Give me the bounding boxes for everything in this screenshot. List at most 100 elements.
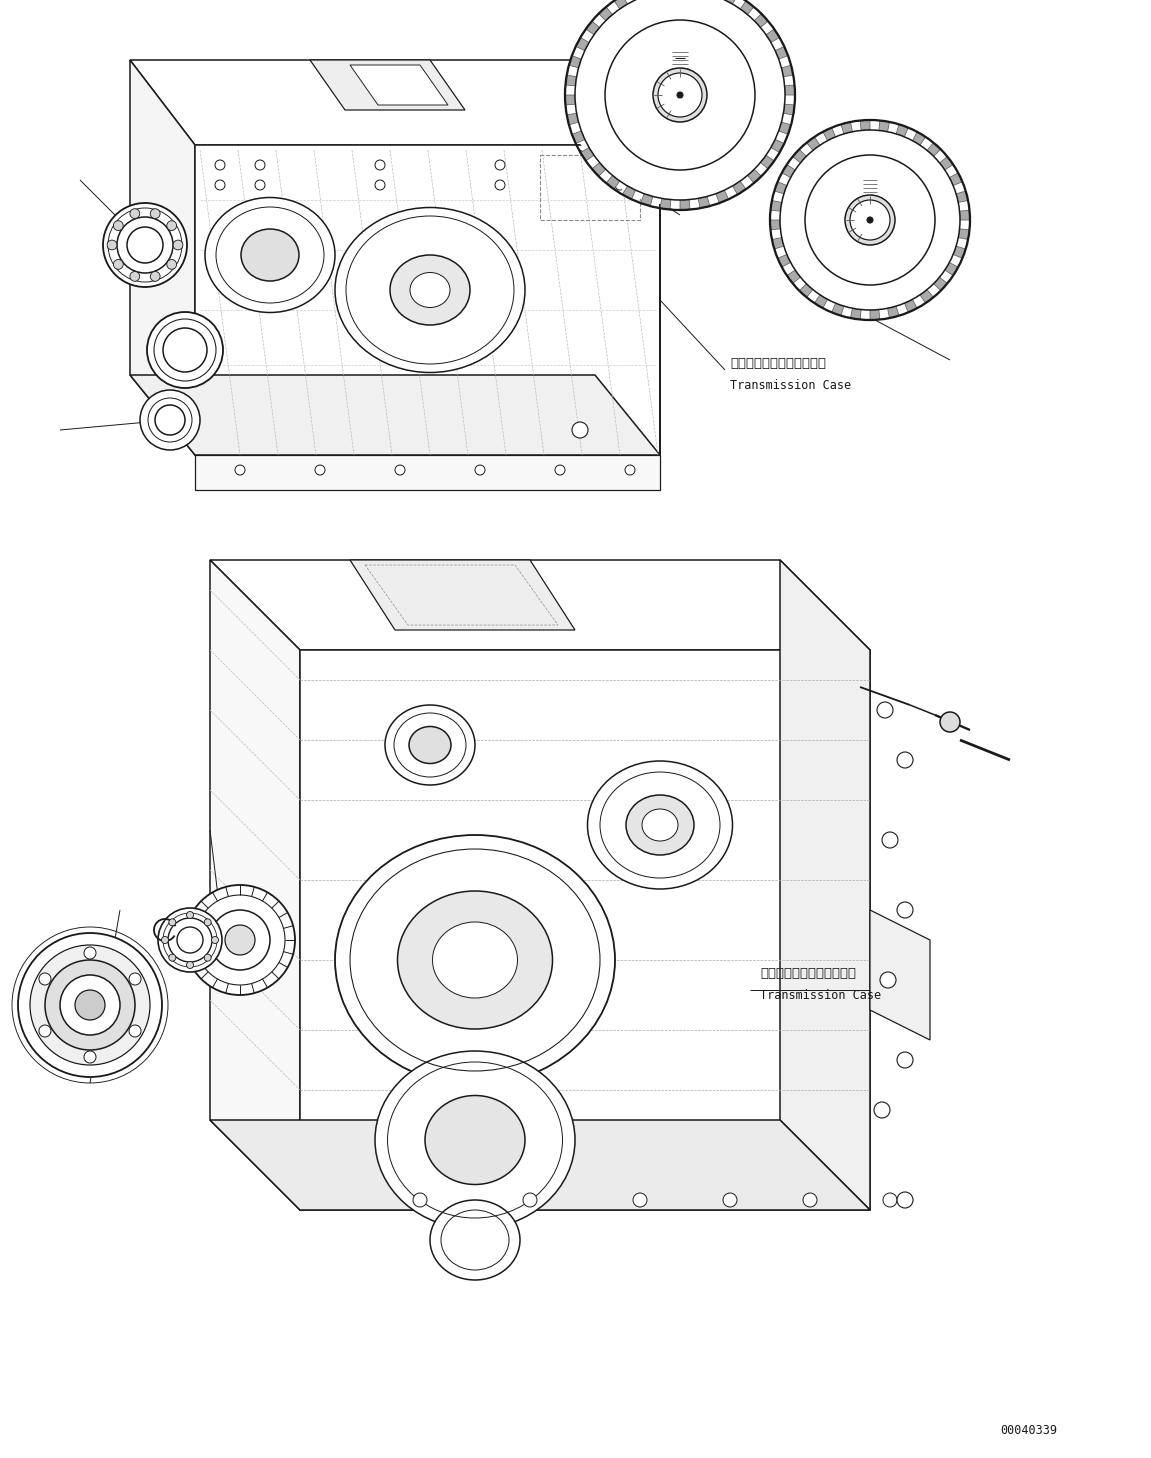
Ellipse shape: [375, 1051, 576, 1229]
Circle shape: [375, 160, 384, 171]
Ellipse shape: [626, 795, 694, 854]
Polygon shape: [778, 255, 791, 267]
Circle shape: [615, 160, 625, 171]
Ellipse shape: [390, 255, 470, 325]
Polygon shape: [209, 560, 870, 650]
Circle shape: [256, 160, 265, 171]
Circle shape: [256, 179, 265, 190]
Text: トランスミッションケース: トランスミッションケース: [730, 357, 826, 370]
Polygon shape: [823, 128, 836, 140]
Circle shape: [168, 919, 212, 962]
Text: Transmission Case: Transmission Case: [760, 989, 882, 1002]
Circle shape: [805, 155, 935, 284]
Circle shape: [224, 924, 256, 955]
Polygon shape: [933, 277, 947, 290]
Polygon shape: [586, 20, 600, 35]
Circle shape: [882, 833, 898, 849]
Polygon shape: [569, 55, 581, 69]
Polygon shape: [779, 122, 791, 134]
Polygon shape: [879, 121, 890, 131]
Circle shape: [177, 927, 203, 954]
Polygon shape: [770, 220, 780, 230]
Polygon shape: [209, 560, 300, 1210]
Circle shape: [883, 1193, 897, 1207]
Circle shape: [209, 910, 270, 970]
Circle shape: [773, 124, 966, 316]
Polygon shape: [350, 66, 448, 105]
Polygon shape: [565, 74, 577, 86]
Circle shape: [897, 752, 913, 768]
Ellipse shape: [241, 229, 299, 281]
Polygon shape: [607, 175, 619, 190]
Circle shape: [645, 179, 655, 190]
Circle shape: [523, 1193, 538, 1207]
Circle shape: [940, 712, 960, 732]
Polygon shape: [740, 1, 754, 15]
Circle shape: [140, 389, 200, 451]
Circle shape: [897, 1053, 913, 1069]
Circle shape: [167, 220, 176, 230]
Circle shape: [803, 1193, 817, 1207]
Circle shape: [129, 972, 142, 986]
Polygon shape: [580, 147, 594, 160]
Circle shape: [186, 961, 193, 968]
Circle shape: [555, 465, 565, 475]
Ellipse shape: [205, 197, 335, 312]
Polygon shape: [913, 131, 925, 146]
Circle shape: [169, 919, 176, 926]
Polygon shape: [699, 197, 710, 208]
Circle shape: [215, 160, 224, 171]
Circle shape: [45, 959, 135, 1050]
Polygon shape: [775, 47, 788, 60]
Polygon shape: [775, 182, 787, 194]
Circle shape: [39, 1025, 51, 1037]
Ellipse shape: [430, 1200, 520, 1280]
Ellipse shape: [410, 273, 450, 308]
Circle shape: [60, 975, 120, 1035]
Polygon shape: [793, 149, 807, 163]
Circle shape: [114, 220, 123, 230]
Circle shape: [102, 203, 186, 287]
Polygon shape: [761, 155, 775, 169]
Ellipse shape: [409, 726, 451, 764]
Polygon shape: [945, 262, 958, 276]
Polygon shape: [767, 29, 779, 42]
Polygon shape: [905, 299, 917, 312]
Polygon shape: [960, 210, 970, 220]
Polygon shape: [897, 124, 908, 137]
Circle shape: [235, 465, 245, 475]
Polygon shape: [956, 191, 968, 203]
Polygon shape: [195, 144, 660, 455]
Polygon shape: [787, 270, 800, 283]
Polygon shape: [716, 190, 729, 203]
Polygon shape: [851, 308, 861, 319]
Polygon shape: [815, 295, 828, 308]
Circle shape: [167, 260, 176, 270]
Circle shape: [315, 465, 325, 475]
Polygon shape: [832, 303, 844, 316]
Ellipse shape: [642, 809, 678, 841]
Circle shape: [114, 260, 123, 270]
Circle shape: [874, 1102, 890, 1118]
Circle shape: [605, 20, 755, 171]
Ellipse shape: [425, 1095, 525, 1184]
Polygon shape: [565, 95, 576, 105]
Circle shape: [147, 312, 223, 388]
Polygon shape: [772, 238, 784, 249]
Polygon shape: [870, 309, 879, 319]
Circle shape: [658, 73, 702, 117]
Circle shape: [130, 208, 139, 219]
Polygon shape: [576, 38, 589, 51]
Circle shape: [39, 972, 51, 986]
Circle shape: [30, 945, 150, 1064]
Circle shape: [155, 405, 185, 434]
Circle shape: [849, 200, 890, 241]
Text: トランスミッションケース: トランスミッションケース: [760, 967, 856, 980]
Polygon shape: [130, 60, 660, 144]
Ellipse shape: [335, 835, 615, 1085]
Circle shape: [569, 0, 791, 206]
Polygon shape: [754, 13, 768, 28]
Circle shape: [723, 1193, 737, 1207]
Circle shape: [163, 328, 207, 372]
Polygon shape: [613, 0, 627, 9]
